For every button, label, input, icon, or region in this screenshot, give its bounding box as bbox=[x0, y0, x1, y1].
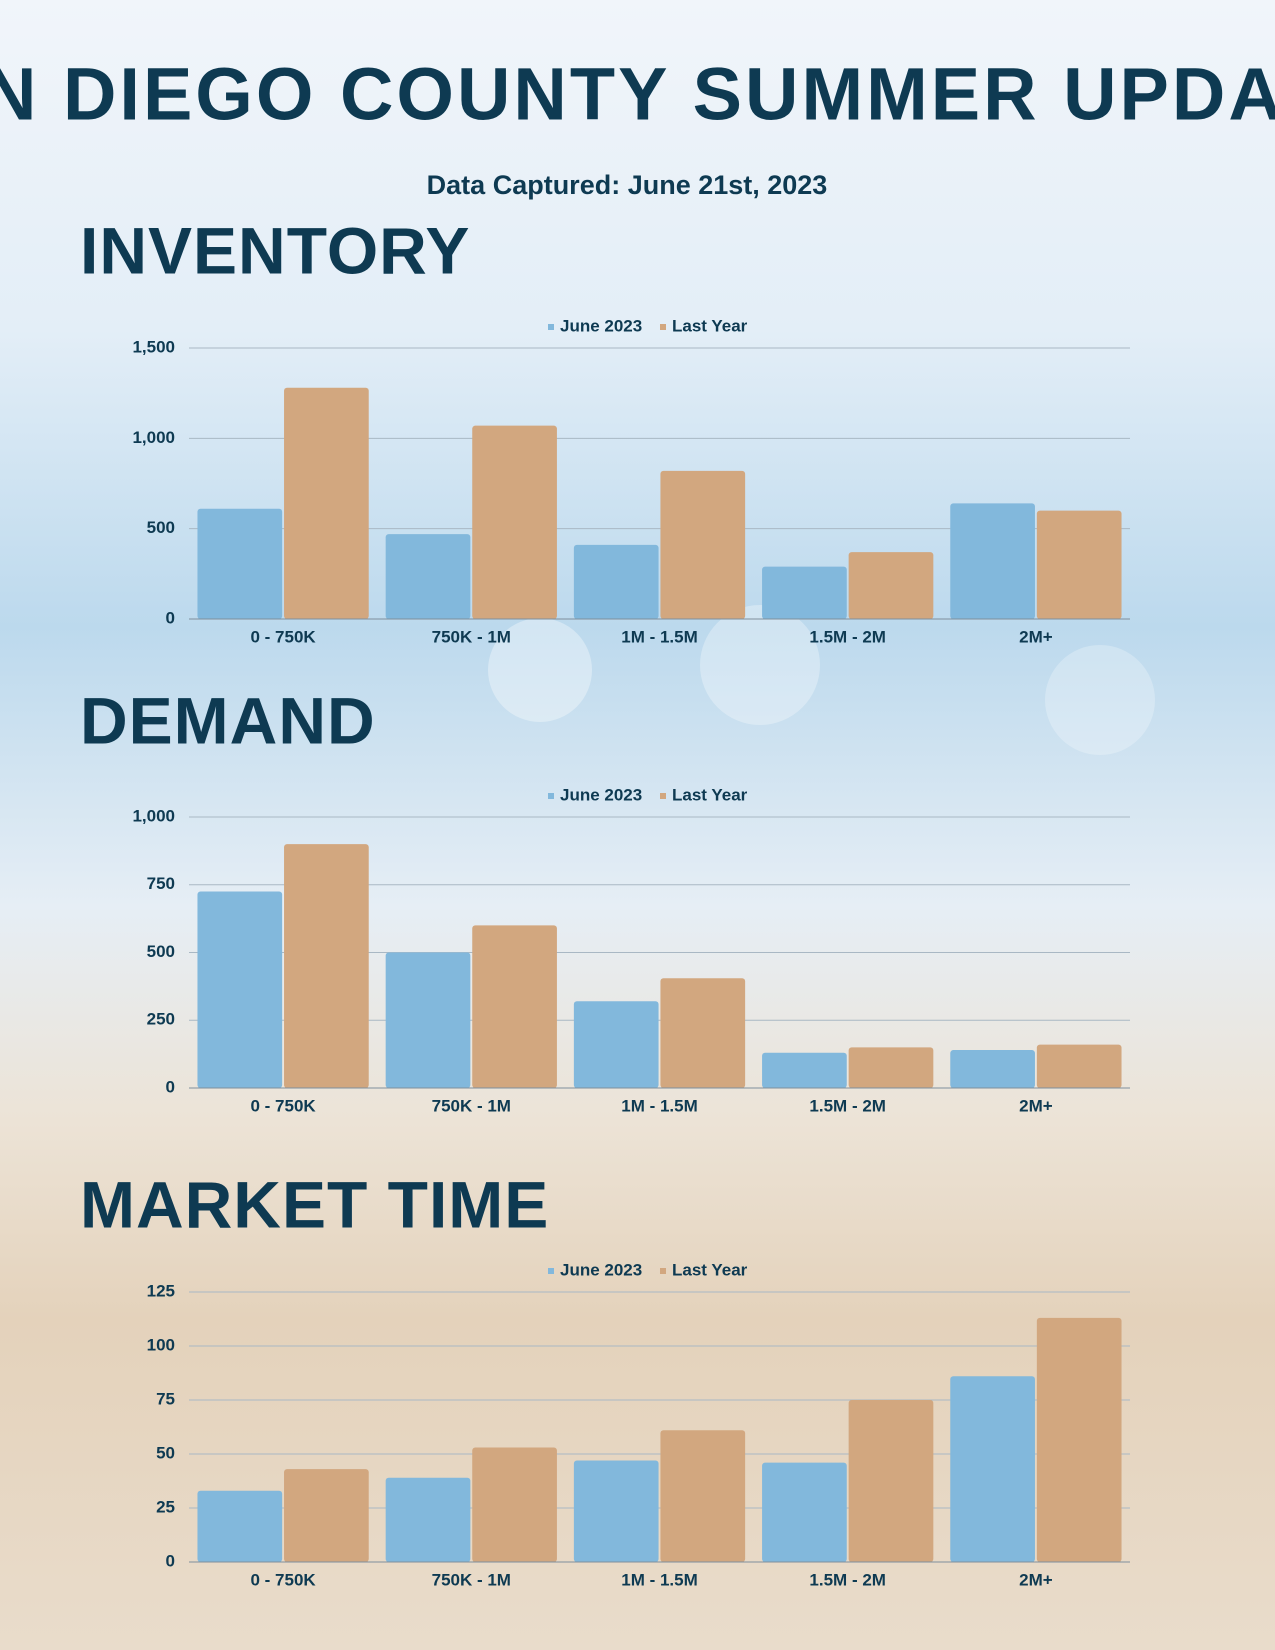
bar bbox=[762, 1462, 847, 1562]
y-tick-label: 1,000 bbox=[132, 428, 175, 447]
bar bbox=[660, 978, 746, 1088]
legend-label: June 2023 bbox=[560, 316, 642, 335]
bokeh bbox=[488, 618, 592, 722]
legend-marker bbox=[548, 324, 554, 330]
y-tick-label: 100 bbox=[147, 1335, 175, 1354]
y-tick-label: 500 bbox=[147, 518, 175, 537]
bar bbox=[472, 925, 557, 1088]
bar bbox=[573, 1001, 659, 1088]
x-tick-label: 1.5M - 2M bbox=[809, 1096, 886, 1115]
bar bbox=[950, 1050, 1035, 1088]
y-tick-label: 0 bbox=[166, 1077, 175, 1096]
y-tick-label: 500 bbox=[147, 942, 175, 961]
legend-label: Last Year bbox=[672, 1260, 748, 1279]
legend-marker bbox=[660, 324, 666, 330]
bar bbox=[848, 552, 934, 619]
bar bbox=[660, 470, 746, 619]
bar bbox=[848, 1400, 934, 1562]
bar bbox=[385, 952, 471, 1088]
y-tick-label: 125 bbox=[147, 1281, 175, 1300]
bar bbox=[284, 387, 369, 619]
legend-marker bbox=[660, 793, 666, 799]
bar bbox=[284, 1469, 369, 1562]
legend-marker bbox=[660, 1268, 666, 1274]
legend-label: Last Year bbox=[672, 316, 748, 335]
bar bbox=[1036, 510, 1122, 619]
y-tick-label: 1,000 bbox=[132, 806, 175, 825]
bar bbox=[950, 1376, 1035, 1562]
page-title: SAN DIEGO COUNTY SUMMER UPDATE bbox=[0, 53, 1275, 136]
y-tick-label: 250 bbox=[147, 1010, 175, 1029]
bokeh bbox=[1045, 645, 1155, 755]
bar bbox=[1036, 1044, 1122, 1088]
x-tick-label: 750K - 1M bbox=[432, 627, 511, 646]
bar bbox=[472, 425, 557, 619]
section-title: INVENTORY bbox=[80, 213, 470, 287]
bar bbox=[573, 544, 659, 619]
y-tick-label: 0 bbox=[166, 608, 175, 627]
bar bbox=[1036, 1317, 1122, 1562]
legend-label: June 2023 bbox=[560, 1260, 642, 1279]
x-tick-label: 1M - 1.5M bbox=[621, 1096, 698, 1115]
bar bbox=[762, 1052, 847, 1088]
bar bbox=[197, 891, 283, 1088]
legend-marker bbox=[548, 793, 554, 799]
x-tick-label: 750K - 1M bbox=[432, 1570, 511, 1589]
bokeh bbox=[700, 605, 820, 725]
bar bbox=[762, 566, 847, 619]
x-tick-label: 750K - 1M bbox=[432, 1096, 511, 1115]
x-tick-label: 0 - 750K bbox=[250, 627, 316, 646]
bar bbox=[284, 844, 369, 1088]
legend-label: June 2023 bbox=[560, 785, 642, 804]
x-tick-label: 0 - 750K bbox=[250, 1570, 316, 1589]
bar bbox=[848, 1047, 934, 1088]
bar bbox=[385, 534, 471, 619]
x-tick-label: 2M+ bbox=[1019, 1096, 1053, 1115]
legend-marker bbox=[548, 1268, 554, 1274]
y-tick-label: 0 bbox=[166, 1551, 175, 1570]
x-tick-label: 2M+ bbox=[1019, 1570, 1053, 1589]
bar bbox=[573, 1460, 659, 1562]
bar bbox=[197, 1490, 283, 1562]
y-tick-label: 750 bbox=[147, 874, 175, 893]
section-title: DEMAND bbox=[80, 683, 376, 757]
legend-label: Last Year bbox=[672, 785, 748, 804]
section-title: MARKET TIME bbox=[80, 1167, 549, 1241]
y-tick-label: 25 bbox=[156, 1497, 175, 1516]
x-tick-label: 2M+ bbox=[1019, 627, 1053, 646]
x-tick-label: 1M - 1.5M bbox=[621, 627, 698, 646]
x-tick-label: 0 - 750K bbox=[250, 1096, 316, 1115]
y-tick-label: 1,500 bbox=[132, 337, 175, 356]
bar bbox=[472, 1447, 557, 1562]
y-tick-label: 75 bbox=[156, 1389, 175, 1408]
bar bbox=[660, 1430, 746, 1562]
x-tick-label: 1.5M - 2M bbox=[809, 627, 886, 646]
bar bbox=[385, 1477, 471, 1562]
bar bbox=[197, 508, 283, 619]
y-tick-label: 50 bbox=[156, 1443, 175, 1462]
x-tick-label: 1M - 1.5M bbox=[621, 1570, 698, 1589]
bar bbox=[950, 503, 1035, 619]
x-tick-label: 1.5M - 2M bbox=[809, 1570, 886, 1589]
page-subtitle: Data Captured: June 21st, 2023 bbox=[427, 170, 828, 200]
